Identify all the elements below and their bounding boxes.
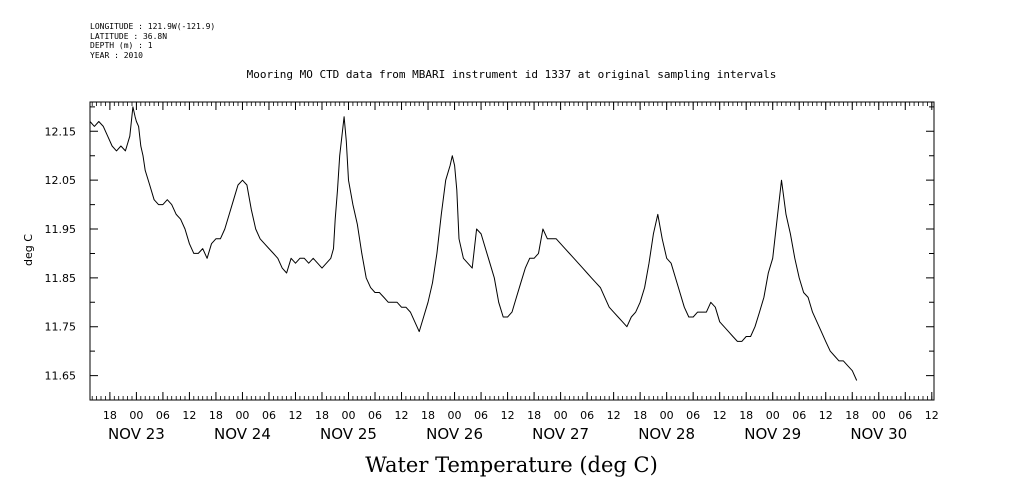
x-tick-label: 18 [633,409,647,422]
x-tick-label: 12 [925,409,939,422]
y-tick-label: 12.05 [45,174,77,187]
y-tick-label: 11.95 [45,223,77,236]
x-axis-label: Water Temperature (deg C) [365,453,658,477]
x-day-label: NOV 27 [532,425,589,443]
temperature-series-line [89,106,858,381]
x-tick-label: 18 [421,409,435,422]
plot-frame [89,101,935,401]
year-text: YEAR : 2010 [90,50,143,60]
x-tick-label: 18 [527,409,541,422]
x-tick-label: 06 [368,409,382,422]
y-tick-label: 11.75 [45,321,77,334]
x-tick-label: 12 [713,409,727,422]
x-tick-label: 00 [129,409,143,422]
y-axis-label: deg C [22,234,35,266]
x-tick-label: 12 [288,409,302,422]
y-tick-label: 11.65 [45,370,77,383]
x-tick-label: 18 [209,409,223,422]
x-tick-label: 06 [792,409,806,422]
x-day-label: NOV 24 [214,425,271,443]
x-day-label: NOV 29 [744,425,801,443]
x-tick-label: 12 [819,409,833,422]
x-tick-label: 12 [182,409,196,422]
chart-title: Mooring MO CTD data from MBARI instrumen… [246,68,777,81]
x-tick-label: 18 [845,409,859,422]
x-tick-label: 06 [474,409,488,422]
x-tick-label: 06 [686,409,700,422]
x-tick-label: 00 [766,409,780,422]
depth-text: DEPTH (m) : 1 [90,41,153,50]
x-tick-label: 06 [898,409,912,422]
longitude-text: LONGITUDE : 121.9W(-121.9) [90,22,216,31]
x-tick-label: 18 [315,409,329,422]
x-tick-label: 00 [448,409,462,422]
y-tick-label: 12.15 [45,125,77,138]
x-tick-label: 00 [872,409,886,422]
latitude-text: LATITUDE : 36.8N [90,31,168,41]
x-tick-label: 06 [156,409,170,422]
x-tick-label: 00 [235,409,249,422]
x-day-label: NOV 25 [320,425,377,443]
x-tick-label: 00 [342,409,356,422]
x-tick-label: 06 [262,409,276,422]
x-tick-label: 12 [501,409,515,422]
metadata-block: LONGITUDE : 121.9W(-121.9) LATITUDE : 36… [90,22,215,60]
x-day-label: NOV 30 [850,425,907,443]
x-tick-label: 00 [660,409,674,422]
x-day-label: NOV 23 [108,425,165,443]
y-tick-label: 11.85 [45,272,77,285]
x-tick-label: 12 [395,409,409,422]
x-tick-label: 18 [103,409,117,422]
x-tick-label: 00 [554,409,568,422]
x-tick-label: 18 [739,409,753,422]
x-minor-ticks [91,102,933,400]
x-tick-label: 12 [607,409,621,422]
x-day-label: NOV 28 [638,425,695,443]
x-tick-label: 06 [580,409,594,422]
x-day-label: NOV 26 [426,425,483,443]
